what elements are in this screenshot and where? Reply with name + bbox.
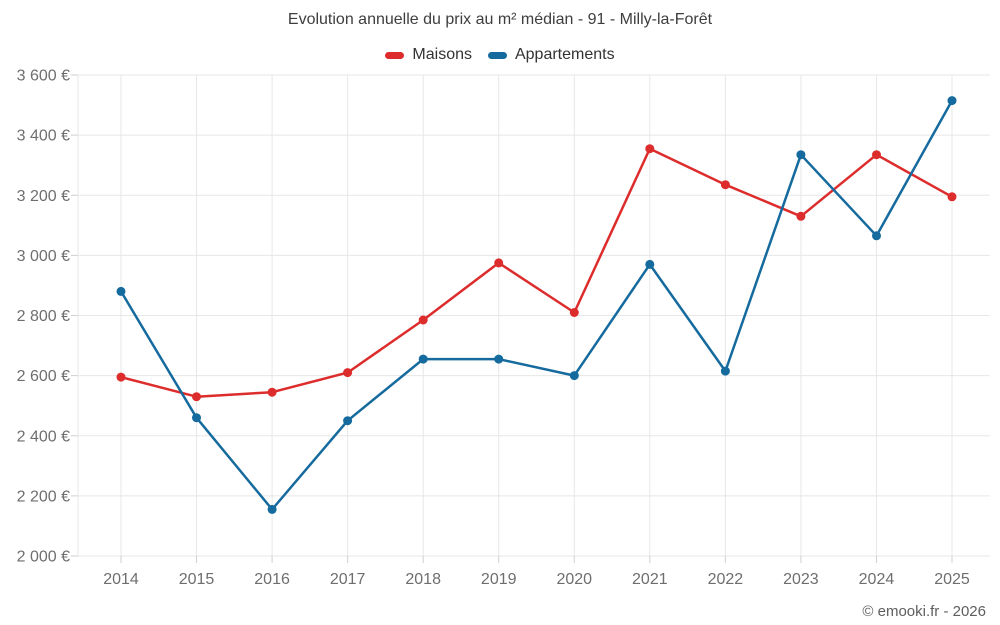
x-axis-label: 2014	[103, 571, 139, 588]
data-point-appartements-2023[interactable]	[796, 150, 806, 160]
x-axis-label: 2018	[405, 571, 441, 588]
x-axis-label: 2019	[481, 571, 517, 588]
legend-item-appartements[interactable]: Appartements	[487, 46, 615, 64]
x-axis-label: 2016	[254, 571, 290, 588]
data-point-maisons-2015[interactable]	[192, 392, 201, 402]
x-axis-label: 2025	[934, 571, 970, 588]
series-line-maisons	[119, 147, 954, 398]
x-axis-label: 2021	[632, 571, 668, 588]
y-axis-label: 3 400 €	[17, 128, 70, 145]
y-axis-label: 2 600 €	[17, 368, 70, 385]
data-point-maisons-2025[interactable]	[947, 192, 957, 202]
y-axis-label: 3 200 €	[17, 188, 70, 205]
y-axis-label: 2 800 €	[17, 308, 70, 325]
data-point-appartements-2025[interactable]	[947, 96, 957, 106]
y-axis-label: 2 200 €	[17, 488, 70, 505]
data-point-maisons-2023[interactable]	[796, 211, 806, 221]
data-point-maisons-2020[interactable]	[569, 308, 579, 317]
x-axis-label: 2017	[330, 571, 366, 588]
y-axis-label: 3 600 €	[17, 68, 70, 85]
y-axis-label: 2 400 €	[17, 428, 70, 445]
data-point-appartements-2020[interactable]	[569, 371, 579, 381]
data-point-appartements-2015[interactable]	[192, 413, 201, 423]
appartements-series-swatch-icon	[487, 51, 507, 59]
x-axis-label: 2024	[859, 571, 895, 588]
data-point-maisons-2019[interactable]	[494, 258, 504, 268]
data-point-appartements-2024[interactable]	[872, 231, 881, 241]
legend-label-appartements: Appartements	[514, 46, 615, 63]
y-axis-label: 3 000 €	[17, 248, 70, 265]
data-point-maisons-2016[interactable]	[267, 387, 277, 397]
data-point-appartements-2016[interactable]	[267, 504, 277, 514]
data-point-appartements-2017[interactable]	[343, 416, 353, 426]
x-axis-label: 2020	[556, 571, 592, 588]
data-point-maisons-2017[interactable]	[343, 368, 353, 378]
data-point-maisons-2018[interactable]	[418, 315, 428, 325]
data-point-appartements-2019[interactable]	[494, 354, 504, 364]
data-point-appartements-2018[interactable]	[418, 354, 428, 364]
data-point-appartements-2021[interactable]	[645, 259, 655, 269]
maisons-series-swatch-icon	[385, 51, 405, 59]
data-point-appartements-2022[interactable]	[720, 366, 730, 376]
legend-item-maisons[interactable]: Maisons	[385, 46, 472, 64]
data-point-maisons-2014[interactable]	[116, 372, 126, 382]
copyright: © emooki.fr - 2026	[862, 603, 986, 620]
x-axis-label: 2023	[783, 571, 819, 588]
data-point-appartements-2014[interactable]	[116, 286, 126, 296]
y-axis-label: 2 000 €	[17, 549, 70, 566]
x-axis-label: 2022	[708, 571, 744, 588]
x-axis-label: 2015	[179, 571, 215, 588]
series-line-appartements	[119, 99, 954, 511]
data-point-maisons-2022[interactable]	[720, 180, 730, 190]
data-point-maisons-2021[interactable]	[645, 144, 655, 154]
legend: Maisons Appartements	[0, 46, 1000, 64]
chart-title: Evolution annuelle du prix au m² médian …	[287, 11, 713, 28]
data-point-maisons-2024[interactable]	[872, 150, 881, 160]
legend-label-maisons: Maisons	[412, 46, 472, 63]
